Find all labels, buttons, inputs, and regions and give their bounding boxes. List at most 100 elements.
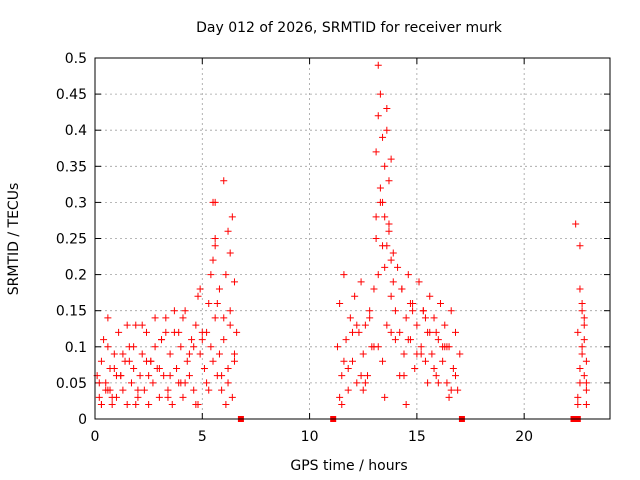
x-tick-label: 0 <box>91 429 100 445</box>
data-point <box>162 328 170 336</box>
data-point <box>381 162 389 170</box>
data-point <box>230 278 238 286</box>
data-point <box>162 314 170 322</box>
data-point <box>441 343 449 351</box>
data-point <box>419 307 427 315</box>
x-tick-label: 15 <box>408 429 426 445</box>
data-point <box>374 343 382 351</box>
data-point <box>359 386 367 394</box>
data-point <box>366 314 374 322</box>
data-point <box>413 321 421 329</box>
data-point <box>160 372 168 380</box>
y-tick-label: 0.2 <box>65 268 87 284</box>
data-point <box>394 263 402 271</box>
data-point <box>452 372 459 380</box>
data-point <box>194 292 202 300</box>
data-point <box>409 307 417 315</box>
data-point <box>185 372 193 380</box>
data-point <box>158 336 166 344</box>
data-point <box>357 278 365 286</box>
data-point <box>578 307 586 315</box>
data-point <box>192 401 200 409</box>
data-point <box>136 372 144 380</box>
data-point <box>198 336 206 344</box>
data-point <box>226 307 234 315</box>
data-point <box>387 155 395 163</box>
data-point <box>215 285 223 293</box>
data-point <box>385 220 393 228</box>
data-point <box>177 343 185 351</box>
data-point <box>230 357 238 365</box>
data-point <box>576 364 584 372</box>
data-point <box>220 177 228 185</box>
data-point <box>203 328 211 336</box>
data-point <box>383 126 391 134</box>
data-point <box>398 285 406 293</box>
data-point <box>572 220 580 228</box>
data-point <box>190 386 198 394</box>
grid <box>95 58 610 419</box>
data-point <box>582 379 590 387</box>
data-point <box>449 364 457 372</box>
y-tick-label: 0.15 <box>56 304 87 320</box>
data-point <box>426 328 434 336</box>
x-tick-label: 20 <box>515 429 533 445</box>
data-point <box>396 328 404 336</box>
data-point <box>106 386 114 394</box>
data-point <box>211 198 219 206</box>
data-point <box>211 314 219 322</box>
data-point <box>576 285 584 293</box>
data-point <box>344 364 352 372</box>
data-point <box>580 372 588 380</box>
axis-ticks: 0 0.05 0.1 0.15 0.2 0.25 0.3 0.35 0.4 0.45 0.5 0 5 10… <box>56 51 610 445</box>
data-point <box>374 271 382 279</box>
data-point <box>400 372 408 380</box>
data-point <box>211 235 219 242</box>
data-point <box>376 184 384 192</box>
data-point <box>357 372 365 380</box>
data-point <box>379 133 387 141</box>
data-point <box>143 328 150 336</box>
data-point <box>383 321 391 329</box>
data-point <box>222 271 230 279</box>
data-point <box>166 350 174 358</box>
data-point <box>349 328 356 336</box>
data-point <box>411 364 419 372</box>
data-point <box>439 357 447 365</box>
data-point <box>385 177 393 185</box>
data-point <box>344 386 352 394</box>
data-point <box>123 401 131 409</box>
data-point <box>149 379 157 387</box>
data-point <box>372 235 380 242</box>
data-point <box>117 372 125 380</box>
data-point <box>97 357 105 365</box>
data-point <box>349 357 356 365</box>
data-point <box>119 386 127 394</box>
data-point <box>447 386 455 394</box>
data-point <box>224 227 232 235</box>
data-point <box>196 350 204 358</box>
data-point <box>220 314 228 322</box>
data-point <box>100 336 108 344</box>
y-tick-label: 0.4 <box>65 123 87 139</box>
x-axis-label: GPS time / hours <box>290 458 407 474</box>
data-point <box>340 357 348 365</box>
data-point <box>200 364 208 372</box>
data-point <box>224 364 232 372</box>
data-point <box>104 343 112 351</box>
data-point <box>379 198 387 206</box>
data-point <box>110 364 118 372</box>
data-point <box>387 292 395 300</box>
data-point <box>134 386 142 394</box>
y-tick-label: 0 <box>78 412 87 428</box>
data-point <box>115 328 123 336</box>
data-point <box>441 321 449 329</box>
data-point <box>404 271 412 279</box>
data-point <box>372 148 380 156</box>
data-point <box>140 386 148 394</box>
data-point <box>383 242 391 250</box>
data-point <box>391 307 399 315</box>
data-point <box>379 357 387 365</box>
data-point <box>430 364 438 372</box>
data-point <box>359 350 367 358</box>
